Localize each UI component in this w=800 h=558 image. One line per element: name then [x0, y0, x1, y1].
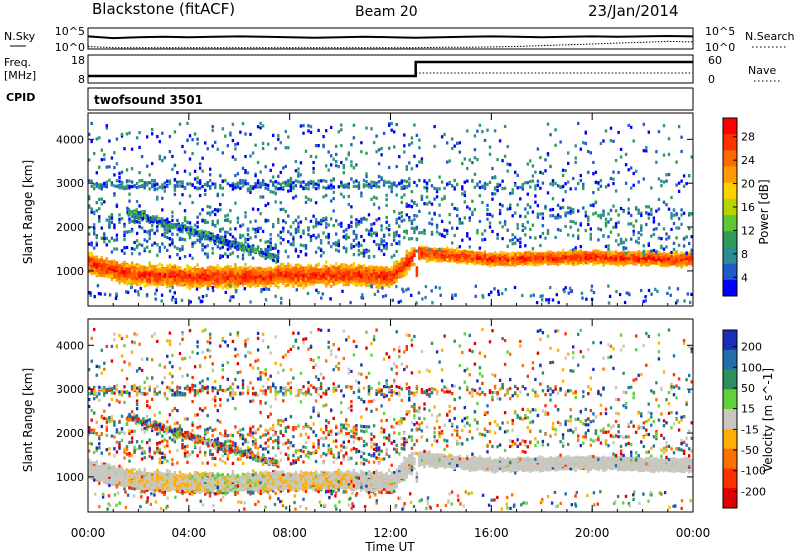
velocity-colorbar-swatch	[723, 429, 737, 449]
power-colorbar-tick-label: 28	[741, 131, 755, 144]
velocity-colorbar-swatch	[723, 449, 737, 469]
power-colorbar-swatch	[723, 247, 737, 263]
power-scatter	[88, 122, 693, 305]
velocity-colorbar-swatch	[723, 330, 737, 350]
power-ytick-label: 1000	[56, 265, 84, 278]
power-ytick-label: 3000	[56, 177, 84, 190]
power-colorbar-swatch	[723, 118, 737, 134]
velocity-colorbar-tick-label: 50	[741, 382, 755, 395]
velocity-colorbar-label: Velocity [m s^-1]	[761, 368, 775, 472]
noise-tick-top-right: 10^5	[705, 25, 735, 38]
nave-tick-60: 60	[708, 54, 722, 67]
velocity-colorbar-swatch	[723, 389, 737, 409]
cpid-value: twofsound 3501	[94, 93, 203, 107]
power-ytick-label: 2000	[56, 221, 84, 234]
velocity-scatter	[88, 328, 693, 511]
power-colorbar-swatch	[723, 215, 737, 231]
x-axis-label: Time UT	[364, 540, 415, 554]
power-colorbar-swatch	[723, 280, 737, 296]
power-colorbar-tick-label: 20	[741, 178, 755, 191]
x-tick-label: 00:00	[676, 526, 711, 540]
freq-tick-8: 8	[78, 73, 85, 86]
power-colorbar-label: Power [dB]	[757, 179, 771, 244]
noise-tick-bottom-right: 10^0	[705, 41, 735, 54]
velocity-ytick-label: 3000	[56, 383, 84, 396]
velocity-ytick-label: 2000	[56, 427, 84, 440]
noise-series-0	[88, 36, 693, 38]
velocity-ytick-label: 1000	[56, 471, 84, 484]
nave-tick-0: 0	[708, 73, 715, 86]
noise-search-label: N.Search	[745, 30, 795, 43]
noise-tick-top-left: 10^5	[55, 25, 85, 38]
velocity-colorbar-swatch	[723, 468, 737, 488]
power-colorbar-swatch	[723, 183, 737, 199]
station-title: Blackstone (fitACF)	[92, 0, 235, 18]
velocity-colorbar-swatch	[723, 409, 737, 429]
power-panel: 1000 2000 3000 4000 Slant Range [km]	[21, 113, 693, 306]
freq-label-line2: [MHz]	[4, 69, 36, 82]
velocity-colorbar-tick-label: 15	[741, 403, 755, 416]
x-tick-label: 08:00	[272, 526, 307, 540]
power-colorbar-swatch	[723, 167, 737, 183]
noise-panel-frame	[88, 28, 693, 49]
x-tick-label: 00:00	[71, 526, 106, 540]
power-colorbar: 28 24 20 16 12 8 4	[723, 118, 755, 296]
power-colorbar-tick-label: 4	[741, 271, 748, 284]
date-title: 23/Jan/2014	[588, 2, 679, 20]
frequency-series	[88, 62, 693, 76]
freq-tick-18: 18	[71, 54, 85, 67]
power-ylabel: Slant Range [km]	[21, 160, 35, 264]
frequency-panel: Freq. [MHz] 18 8 60 0 Nave	[4, 54, 782, 86]
velocity-colorbar-tick-label: 100	[741, 361, 762, 374]
nave-label: Nave	[748, 64, 776, 77]
x-tick-label: 04:00	[172, 526, 207, 540]
power-ytick-label: 4000	[56, 133, 84, 146]
velocity-ylabel: Slant Range [km]	[21, 368, 35, 472]
noise-panel: N.Sky 10^5 10^0 10^5 10^0 N.Search	[4, 25, 795, 54]
power-colorbar-tick-label: 24	[741, 154, 755, 167]
power-colorbar-swatch	[723, 231, 737, 247]
beam-title: Beam 20	[355, 4, 418, 20]
x-tick-label: 20:00	[575, 526, 610, 540]
x-tick-label: 16:00	[474, 526, 509, 540]
freq-label-line1: Freq.	[4, 56, 31, 69]
frequency-panel-frame	[88, 55, 693, 83]
noise-series-1	[88, 41, 693, 47]
velocity-ytick-label: 4000	[56, 339, 84, 352]
x-tick-label: 12:00	[373, 526, 408, 540]
power-colorbar-swatch	[723, 150, 737, 166]
power-colorbar-tick-label: 8	[741, 248, 748, 261]
velocity-colorbar-tick-label: -200	[741, 485, 766, 498]
velocity-colorbar-tick-label: 200	[741, 341, 762, 354]
noise-sky-label: N.Sky	[4, 30, 36, 43]
velocity-colorbar-tick-label: -15	[741, 423, 759, 436]
power-colorbar-tick-label: 16	[741, 201, 755, 214]
velocity-panel: 1000 2000 3000 4000 Slant Range [km]	[21, 319, 693, 512]
velocity-colorbar-tick-label: -50	[741, 444, 759, 457]
power-colorbar-tick-label: 12	[741, 224, 755, 237]
velocity-colorbar-swatch	[723, 370, 737, 390]
cpid-label: CPID	[6, 91, 35, 104]
noise-tick-bottom-left: 10^0	[55, 41, 85, 54]
